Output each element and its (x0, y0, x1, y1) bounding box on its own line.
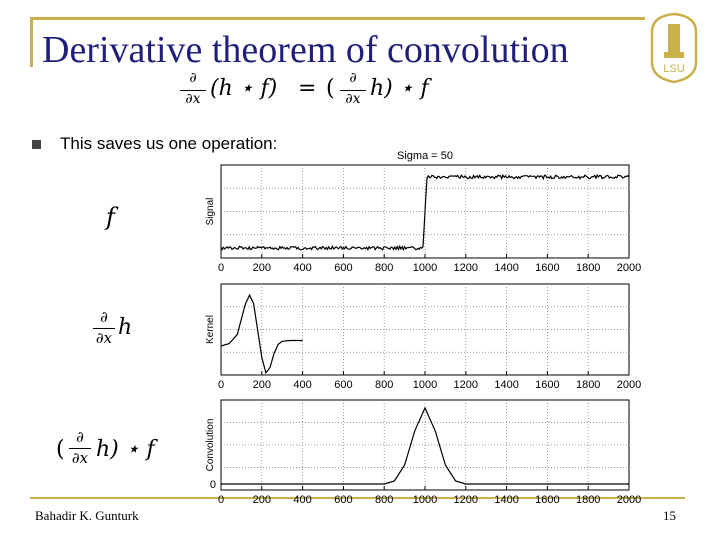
y-axis-label: Convolution (205, 419, 216, 472)
chart-title: Sigma = 50 (397, 150, 453, 162)
x-tick-label: 1800 (576, 379, 600, 391)
x-tick-label: 400 (293, 262, 311, 274)
x-tick-label: 400 (293, 379, 311, 391)
y-axis-label: Kernel (205, 315, 216, 344)
x-tick-label: 1000 (413, 494, 437, 506)
x-tick-label: 1600 (535, 494, 559, 506)
x-tick-label: 600 (334, 379, 352, 391)
x-tick-label: 1200 (454, 262, 478, 274)
x-tick-label: 1000 (413, 379, 437, 391)
x-tick-label: 0 (218, 379, 224, 391)
x-tick-label: 600 (334, 494, 352, 506)
x-tick-label: 200 (253, 494, 271, 506)
x-tick-label: 1600 (535, 379, 559, 391)
x-tick-label: 200 (253, 262, 271, 274)
x-tick-label: 1400 (494, 379, 518, 391)
x-tick-label: 0 (218, 494, 224, 506)
x-tick-label: 1000 (413, 262, 437, 274)
x-tick-label: 2000 (617, 262, 641, 274)
x-tick-label: 1800 (576, 494, 600, 506)
x-tick-label: 1200 (454, 379, 478, 391)
x-tick-label: 0 (218, 262, 224, 274)
x-tick-label: 2000 (617, 494, 641, 506)
x-tick-label: 2000 (617, 379, 641, 391)
x-tick-label: 1400 (494, 262, 518, 274)
x-tick-label: 1800 (576, 262, 600, 274)
x-tick-label: 1200 (454, 494, 478, 506)
x-tick-label: 1600 (535, 262, 559, 274)
y-tick-label: 0 (210, 479, 216, 491)
x-tick-label: 800 (375, 379, 393, 391)
x-tick-label: 800 (375, 494, 393, 506)
x-tick-label: 600 (334, 262, 352, 274)
page-number: 15 (663, 508, 676, 524)
x-tick-label: 200 (253, 379, 271, 391)
x-tick-label: 400 (293, 494, 311, 506)
footer-author: Bahadir K. Gunturk (35, 508, 139, 524)
x-tick-label: 1400 (494, 494, 518, 506)
y-axis-label: Signal (205, 198, 216, 226)
x-tick-label: 800 (375, 262, 393, 274)
